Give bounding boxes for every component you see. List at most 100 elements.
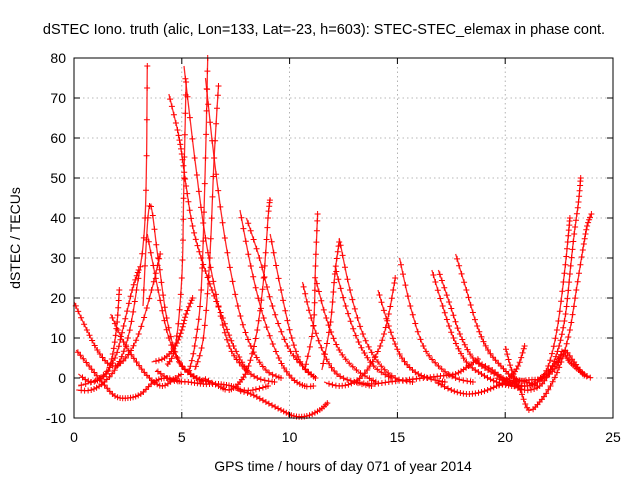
- data-point-marker: [432, 377, 439, 384]
- data-point-marker: [436, 271, 443, 278]
- data-point-marker: [214, 105, 220, 112]
- data-point-marker: [383, 315, 390, 322]
- data-point-marker: [404, 361, 411, 368]
- data-point-marker: [448, 305, 455, 312]
- data-point-marker: [109, 351, 116, 357]
- data-point-marker: [247, 357, 254, 364]
- data-point-marker: [182, 110, 189, 117]
- data-point-marker: [573, 287, 580, 293]
- data-point-marker: [518, 354, 525, 361]
- data-point-marker: [247, 391, 254, 397]
- data-point-marker: [122, 315, 129, 322]
- data-point-marker: [409, 311, 416, 318]
- data-point-marker: [201, 209, 207, 216]
- data-point-marker: [353, 367, 360, 373]
- data-point-marker: [438, 277, 445, 284]
- data-point-marker: [130, 308, 137, 315]
- data-point-marker: [91, 386, 97, 392]
- data-point-marker: [556, 343, 563, 349]
- series-arc11: [164, 79, 190, 367]
- data-point-marker: [189, 295, 196, 301]
- data-point-marker: [288, 335, 295, 341]
- data-point-marker: [423, 348, 430, 355]
- data-point-marker: [168, 355, 175, 362]
- data-point-marker: [561, 270, 568, 277]
- data-point-marker: [567, 262, 574, 269]
- y-tick-label: 30: [50, 250, 66, 266]
- data-point-marker: [505, 356, 512, 363]
- data-point-marker: [215, 83, 222, 89]
- data-point-marker: [115, 343, 122, 350]
- data-point-marker: [311, 409, 318, 416]
- series-line: [314, 277, 377, 383]
- data-point-marker: [318, 344, 325, 351]
- data-point-marker: [143, 187, 149, 194]
- data-point-marker: [339, 351, 346, 358]
- data-point-marker: [192, 236, 199, 243]
- data-point-marker: [271, 379, 278, 385]
- data-point-marker: [313, 280, 320, 287]
- data-point-marker: [435, 363, 442, 369]
- data-point-marker: [266, 369, 273, 376]
- data-point-marker: [312, 251, 319, 258]
- data-point-marker: [179, 257, 186, 263]
- data-point-marker: [245, 251, 252, 258]
- series-arc05: [77, 287, 123, 385]
- data-point-marker: [257, 376, 264, 383]
- data-point-marker: [207, 119, 214, 126]
- data-point-marker: [450, 335, 457, 341]
- data-point-marker: [153, 358, 159, 365]
- data-point-marker: [579, 247, 586, 253]
- data-point-marker: [112, 393, 118, 399]
- data-point-marker: [177, 141, 184, 148]
- data-point-marker: [109, 314, 116, 321]
- data-point-marker: [582, 231, 589, 237]
- data-point-marker: [217, 313, 224, 320]
- data-point-marker: [565, 232, 572, 239]
- data-point-marker: [224, 336, 230, 343]
- data-point-marker: [86, 363, 93, 369]
- data-point-marker: [135, 392, 142, 399]
- data-point-marker: [114, 327, 121, 333]
- data-point-marker: [342, 382, 349, 389]
- data-point-marker: [181, 366, 188, 373]
- data-point-marker: [446, 299, 453, 305]
- data-point-marker: [187, 371, 194, 378]
- data-point-marker: [273, 373, 279, 380]
- data-point-marker: [264, 224, 271, 231]
- data-point-marker: [438, 366, 445, 372]
- data-point-marker: [392, 275, 399, 281]
- data-point-marker: [587, 374, 594, 381]
- data-point-marker: [430, 272, 437, 278]
- data-point-marker: [256, 255, 263, 261]
- data-point-marker: [547, 383, 554, 389]
- data-point-marker: [207, 235, 214, 242]
- data-point-marker: [188, 357, 195, 364]
- data-point-marker: [262, 249, 269, 256]
- data-point-marker: [507, 362, 514, 369]
- data-point-marker: [143, 152, 150, 159]
- data-point-marker: [472, 316, 478, 323]
- data-point-marker: [193, 172, 200, 178]
- data-point-marker: [521, 343, 528, 349]
- data-point-marker: [482, 342, 489, 349]
- series-arc24: [313, 277, 379, 385]
- data-point-marker: [568, 319, 575, 326]
- data-point-marker: [259, 264, 265, 271]
- data-point-marker: [275, 320, 282, 327]
- data-point-marker: [106, 373, 113, 380]
- data-point-marker: [496, 382, 502, 389]
- data-point-marker: [135, 267, 142, 273]
- data-point-marker: [182, 176, 189, 182]
- data-point-marker: [217, 203, 224, 210]
- data-point-marker: [228, 337, 235, 344]
- data-point-marker: [464, 346, 471, 353]
- data-point-marker: [252, 284, 259, 291]
- data-point-marker: [130, 281, 137, 288]
- data-point-marker: [565, 334, 572, 340]
- data-point-marker: [359, 373, 366, 379]
- data-point-marker: [463, 287, 470, 293]
- data-point-marker: [385, 323, 392, 329]
- data-point-marker: [178, 151, 185, 157]
- data-point-marker: [308, 315, 315, 321]
